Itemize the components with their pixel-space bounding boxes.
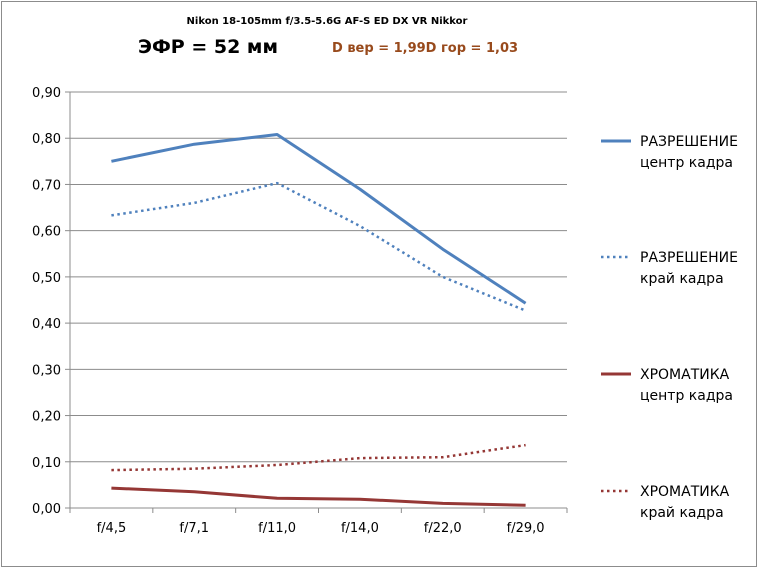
y-tick-label: 0,10 — [32, 456, 61, 471]
x-tick-label: f/14,0 — [341, 521, 379, 536]
x-tick-labels: f/4,5 f/7,1 f/11,0 f/14,0 f/22,0 f/29,0 — [97, 521, 545, 536]
series-line-1 — [111, 133, 527, 305]
legend-sublabel: край кадра — [640, 271, 724, 287]
legend-label: ХРОМАТИКА — [640, 367, 730, 383]
grid-layer — [70, 91, 567, 463]
legend-sublabel: центр кадра — [640, 388, 733, 404]
legend: РАЗРЕШЕНИЕ центр кадра РАЗРЕШЕНИЕ край кадр… — [601, 134, 738, 521]
series-line-3 — [111, 486, 526, 507]
legend-label: ХРОМАТИКА — [640, 484, 730, 500]
series-line-2 — [111, 181, 527, 312]
x-tick-label: f/22,0 — [424, 521, 462, 536]
y-tick-label: 0,40 — [32, 317, 61, 332]
y-tick-label: 0,30 — [32, 363, 61, 378]
y-tick-label: 0,00 — [32, 502, 61, 517]
y-tick-label: 0,70 — [32, 178, 61, 193]
y-tick-label: 0,60 — [32, 225, 61, 240]
legend-sublabel: центр кадра — [640, 155, 733, 171]
y-tick-label: 0,90 — [32, 86, 61, 101]
legend-sublabel: край кадра — [640, 505, 724, 521]
chart-annotation: D вер = 1,99D гор = 1,03 — [332, 41, 518, 56]
y-tick-labels: 0,00 0,10 0,20 0,30 0,40 0,50 0,60 0,70 0,80 0,90 — [32, 86, 61, 517]
legend-label: РАЗРЕШЕНИЕ — [640, 250, 738, 266]
x-tick-label: f/11,0 — [258, 521, 296, 536]
legend-label: РАЗРЕШЕНИЕ — [640, 134, 738, 150]
chart-subtitle: ЭФР = 52 мм — [138, 36, 278, 58]
series-layer — [111, 133, 527, 507]
y-tick-label: 0,80 — [32, 132, 61, 147]
series-line-4 — [111, 443, 526, 472]
x-tick-label: f/7,1 — [179, 521, 209, 536]
y-tick-label: 0,50 — [32, 271, 61, 286]
axis-layer — [65, 91, 568, 513]
x-tick-label: f/29,0 — [507, 521, 545, 536]
x-tick-label: f/4,5 — [97, 521, 127, 536]
chart-title: Nikon 18-105mm f/3.5-5.6G AF-S ED DX VR … — [187, 16, 468, 27]
y-tick-label: 0,20 — [32, 410, 61, 425]
